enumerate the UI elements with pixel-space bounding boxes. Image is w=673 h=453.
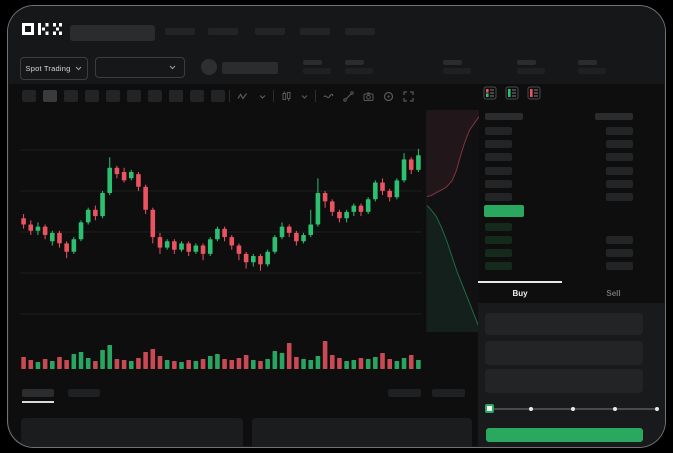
chevron-down-icon: [76, 66, 82, 71]
chevron-down-icon[interactable]: [257, 91, 268, 102]
bid-row-amount[interactable]: [606, 262, 633, 270]
sell-tab-label: Sell: [606, 288, 621, 298]
ask-row-price[interactable]: [485, 193, 512, 201]
target-icon[interactable]: [383, 91, 394, 102]
stat-label-skeleton: [443, 60, 462, 65]
nav-item-skeleton[interactable]: [165, 28, 195, 35]
toolbar-divider: [315, 90, 316, 102]
stat-label-skeleton: [517, 60, 536, 65]
bid-row-amount[interactable]: [606, 249, 633, 257]
volume-chart: [21, 341, 421, 369]
pair-selector[interactable]: [95, 57, 185, 78]
nav-item-skeleton[interactable]: [208, 28, 238, 35]
total-input[interactable]: [485, 369, 643, 393]
ask-row-amount[interactable]: [606, 153, 633, 161]
timeframe-button[interactable]: [64, 90, 78, 102]
zigzag-line-icon[interactable]: [237, 91, 248, 102]
bottom-tab-skeleton[interactable]: [68, 389, 100, 397]
slider-stop-75[interactable]: [613, 407, 617, 411]
bid-row-amount[interactable]: [606, 236, 633, 244]
bid-row-price[interactable]: [485, 223, 512, 231]
orderbook-amount-header-skeleton: [595, 113, 633, 120]
chevron-down-icon[interactable]: [299, 91, 310, 102]
stat-value-skeleton: [303, 68, 331, 74]
ask-row-price[interactable]: [485, 167, 512, 175]
depth-chart: [427, 110, 479, 332]
coin-avatar: [201, 59, 217, 75]
trendline-tool-icon[interactable]: [343, 91, 354, 102]
orderbook-asks-icon[interactable]: [527, 86, 541, 100]
search-input[interactable]: [70, 25, 155, 41]
timeframe-button[interactable]: [211, 90, 225, 102]
stat-label-skeleton: [345, 60, 364, 65]
okx-logo[interactable]: [22, 23, 63, 35]
market-type-label: Spot Trading: [25, 64, 71, 73]
orderbook-bids-icon[interactable]: [505, 86, 519, 100]
camera-icon[interactable]: [363, 91, 374, 102]
ask-row-price[interactable]: [485, 127, 512, 135]
timeframe-button[interactable]: [106, 90, 120, 102]
fullscreen-icon[interactable]: [403, 91, 414, 102]
timeframe-button[interactable]: [169, 90, 183, 102]
tab-sell[interactable]: Sell: [562, 283, 665, 303]
depth-panel: [426, 110, 479, 332]
timeframe-button-active[interactable]: [43, 90, 57, 102]
chevron-down-icon: [169, 65, 176, 70]
active-tab-indicator: [478, 281, 562, 283]
stat-label-skeleton: [303, 60, 322, 65]
market-type-selector[interactable]: Spot Trading: [20, 57, 88, 80]
stat-value-skeleton: [443, 68, 471, 74]
candlestick-type-icon[interactable]: [281, 91, 292, 102]
ask-row-price[interactable]: [485, 180, 512, 188]
slider-stop-50[interactable]: [571, 407, 575, 411]
ask-row-amount[interactable]: [606, 193, 633, 201]
slider-stop-100[interactable]: [655, 407, 659, 411]
last-price-bar[interactable]: [484, 205, 524, 217]
bid-row-price[interactable]: [485, 249, 512, 257]
timeframe-button[interactable]: [22, 90, 36, 102]
buy-submit-button[interactable]: [486, 428, 643, 442]
ask-row-amount[interactable]: [606, 140, 633, 148]
bid-row-price[interactable]: [485, 236, 512, 244]
history-panel-skeleton: [252, 418, 472, 447]
header-band: [8, 6, 665, 84]
nav-item-skeleton[interactable]: [300, 28, 330, 35]
amount-input[interactable]: [485, 341, 643, 365]
toolbar-divider: [229, 90, 230, 102]
timeframe-button[interactable]: [127, 90, 141, 102]
ask-row-price[interactable]: [485, 140, 512, 148]
bid-row-price[interactable]: [485, 262, 512, 270]
ask-row-amount[interactable]: [606, 167, 633, 175]
price-input[interactable]: [485, 313, 643, 335]
orders-panel-skeleton: [21, 418, 243, 447]
timeframe-button[interactable]: [85, 90, 99, 102]
stat-label-skeleton: [578, 60, 597, 65]
timeframe-button[interactable]: [190, 90, 204, 102]
stat-value-skeleton: [578, 68, 606, 74]
bottom-action-skeleton[interactable]: [388, 389, 421, 397]
ask-row-amount[interactable]: [606, 180, 633, 188]
amount-slider-handle[interactable]: [485, 404, 494, 413]
bottom-tab-active-skeleton[interactable]: [22, 389, 54, 397]
ask-row-amount[interactable]: [606, 127, 633, 135]
slider-stop-25[interactable]: [529, 407, 533, 411]
bottom-tab-underline: [22, 401, 54, 403]
wave-indicator-icon[interactable]: [323, 91, 334, 102]
orderbook-all-icon[interactable]: [483, 86, 497, 100]
ask-row-price[interactable]: [485, 153, 512, 161]
stat-value-skeleton: [517, 68, 545, 74]
toolbar-divider: [273, 90, 274, 102]
stat-value-skeleton: [345, 68, 373, 74]
tab-buy[interactable]: Buy: [478, 283, 562, 303]
pair-name-skeleton: [222, 62, 278, 74]
device-screen: Spot Trading: [8, 6, 665, 447]
nav-item-skeleton[interactable]: [345, 28, 375, 35]
bottom-action-skeleton[interactable]: [432, 389, 465, 397]
candlestick-chart[interactable]: [20, 112, 422, 334]
timeframe-button[interactable]: [148, 90, 162, 102]
buy-tab-label: Buy: [512, 288, 528, 298]
nav-item-skeleton[interactable]: [255, 28, 285, 35]
orderbook-price-header-skeleton: [485, 113, 523, 120]
